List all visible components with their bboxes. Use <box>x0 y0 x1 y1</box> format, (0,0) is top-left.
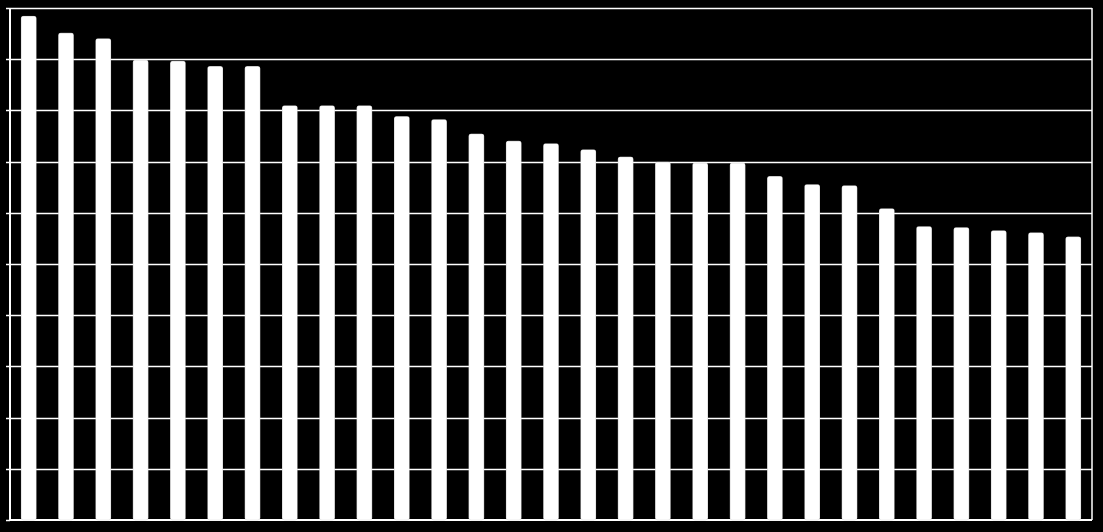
bar-1 <box>20 15 37 521</box>
bar-7 <box>244 66 261 521</box>
bars <box>20 15 1082 521</box>
bar-27 <box>990 230 1007 521</box>
bar-21 <box>767 176 783 521</box>
bar-18 <box>655 161 671 521</box>
bar-19 <box>692 162 708 521</box>
bar-28 <box>1028 232 1044 521</box>
bar-11 <box>394 116 410 521</box>
bar-6 <box>207 66 223 521</box>
bar-10 <box>356 105 373 521</box>
bar-23 <box>841 185 858 521</box>
bar-15 <box>543 143 559 521</box>
bar-17 <box>617 156 634 521</box>
bar-2 <box>58 32 74 521</box>
bar-20 <box>729 162 746 521</box>
bar-4 <box>132 59 149 521</box>
bar-12 <box>431 119 447 521</box>
bar-16 <box>580 149 597 521</box>
bar-29 <box>1065 236 1082 521</box>
bar-14 <box>505 140 522 521</box>
bar-9 <box>319 105 335 521</box>
bar-5 <box>170 60 186 521</box>
bar-13 <box>468 133 485 521</box>
bar-26 <box>953 227 970 521</box>
bar-25 <box>916 226 932 521</box>
bar-8 <box>282 105 298 521</box>
bar-22 <box>804 184 820 521</box>
bar-3 <box>95 38 112 521</box>
bar-24 <box>879 208 895 521</box>
